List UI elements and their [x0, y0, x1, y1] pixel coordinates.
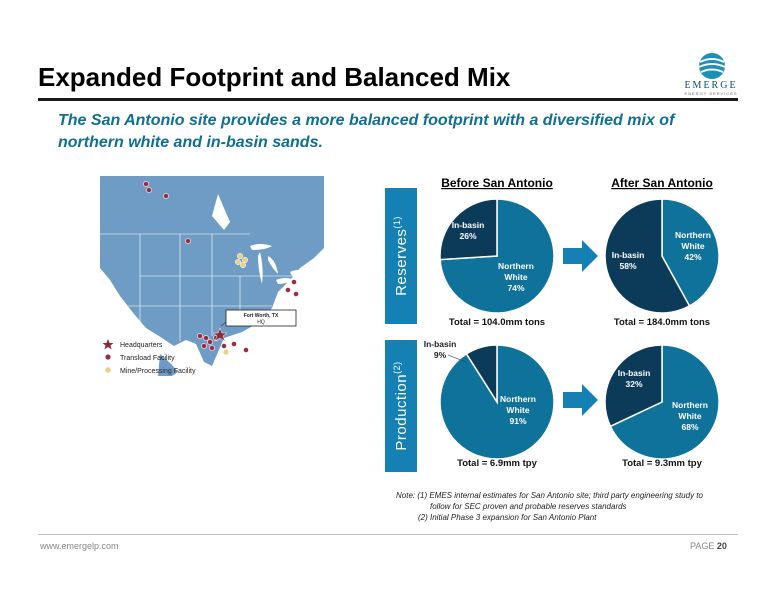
transload-marker — [185, 238, 191, 244]
pie-total: Total = 184.0mm tons — [614, 317, 710, 328]
legend-transload: Transload Facility — [120, 355, 175, 362]
pie-slice-in-basin — [465, 344, 498, 405]
pie-slice-value: 42% — [684, 252, 701, 262]
footnotes: Note: (1) EMES internal estimates for Sa… — [396, 490, 716, 523]
pie-total: Total = 104.0mm tons — [449, 317, 545, 328]
page-title: Expanded Footprint and Balanced Mix — [38, 62, 511, 92]
transload-marker — [203, 335, 209, 341]
globe-icon — [698, 53, 726, 79]
pie-slice-northern-white — [439, 344, 555, 460]
mine-marker — [234, 258, 242, 266]
pie-slice-value: 58% — [619, 261, 636, 271]
mine-markers — [222, 252, 249, 356]
legend-star-icon — [102, 339, 114, 350]
hq-callout-leader — [220, 321, 227, 327]
mine-marker — [239, 261, 247, 269]
transload-marker — [209, 345, 215, 351]
legend-headquarters: Headquarters — [120, 342, 163, 349]
pie-slice-label: White — [506, 405, 529, 415]
transload-marker — [293, 291, 299, 297]
hq-callout-city: Fort Worth, TX — [244, 313, 279, 319]
pie-slice-label: White — [681, 241, 704, 251]
pie-slice-northern-white — [661, 198, 720, 307]
production-arrow — [563, 384, 598, 416]
pie-slice-in-basin — [604, 198, 691, 314]
legend-transload-icon — [105, 354, 111, 360]
transload-marker — [163, 193, 169, 199]
title-divider — [38, 98, 738, 101]
production-label: Production — [393, 373, 410, 451]
transload-marker — [291, 279, 297, 285]
logo-tagline: ENERGY SERVICES — [684, 91, 738, 96]
pie-charts: Before San Antonio After San Antonio Nor… — [424, 176, 720, 469]
note-line-1: Note: (1) EMES internal estimates for Sa… — [396, 491, 703, 500]
pie-total: Total = 9.3mm tpy — [622, 458, 703, 469]
mine-marker — [222, 348, 230, 356]
legend-mine: Mine/Processing Facility — [120, 368, 196, 375]
pie-slice-label: White — [678, 411, 701, 421]
transload-marker — [243, 347, 249, 353]
pie-slice-label: In-basin — [618, 368, 651, 378]
pie-slice-label: Northern — [675, 230, 711, 240]
reserves-label: Reserves — [393, 228, 410, 296]
transload-marker — [143, 181, 149, 187]
note-line-2: follow for SEC proven and probable reser… — [430, 502, 627, 511]
logo-wordmark: EMERGE — [684, 80, 738, 91]
transload-marker — [231, 341, 237, 347]
reserves-arrow — [563, 240, 598, 272]
pie-slice-value: 74% — [507, 283, 524, 293]
transload-marker — [197, 333, 203, 339]
pie-slice-label: In-basin — [452, 220, 485, 230]
transload-marker — [285, 287, 291, 293]
transload-marker — [201, 343, 207, 349]
footer-url[interactable]: www.emergelp.com — [40, 541, 119, 551]
pie-slice-label: Northern — [498, 261, 534, 271]
production-footnote: (2) — [392, 361, 402, 374]
pie-slice-label: White — [504, 272, 527, 282]
transload-marker — [207, 339, 213, 345]
pie-slice-value: 68% — [681, 422, 698, 432]
map-legend: Headquarters Transload Facility Mine/Pro… — [102, 339, 196, 375]
pie-slice-in-basin — [439, 198, 498, 261]
note-line-3: (2) Initial Phase 3 expansion for San An… — [418, 513, 597, 522]
transload-markers — [143, 181, 299, 353]
transload-marker — [146, 187, 152, 193]
page-number-value: 20 — [716, 541, 727, 551]
pie-slice-value: 91% — [509, 416, 526, 426]
legend-mine-icon — [105, 367, 111, 373]
page-subtitle: The San Antonio site provides a more bal… — [58, 112, 675, 151]
pie-slice-value: 26% — [459, 231, 476, 241]
reserves-side-label: Reserves(1) — [385, 188, 417, 324]
pie-total: Total = 6.9mm tpy — [457, 458, 538, 469]
headquarters-star-icon — [212, 327, 228, 342]
pie-label-leader — [447, 354, 467, 363]
reserves-footnote: (1) — [392, 216, 402, 229]
pie-slice-northern-white — [609, 344, 720, 460]
pie-slice-value: 9% — [434, 350, 447, 360]
hq-callout-box — [225, 309, 297, 327]
pie-slice-label: Northern — [500, 394, 536, 404]
page-number: PAGE 20 — [690, 541, 727, 551]
footer-divider — [38, 534, 738, 535]
production-side-label: Production(2) — [385, 340, 417, 472]
transload-marker — [221, 343, 227, 349]
after-column-title: After San Antonio — [611, 176, 713, 190]
pie-slice-in-basin — [604, 344, 663, 428]
before-column-title: Before San Antonio — [441, 176, 553, 190]
pie-slice-value: 32% — [625, 379, 642, 389]
mine-marker — [236, 252, 244, 260]
page-label: PAGE — [690, 541, 715, 551]
pie-slice-label: In-basin — [424, 339, 457, 349]
us-map: Fort Worth, TX HQ Headquarters Transload… — [100, 176, 324, 376]
pie-slice-label: Northern — [672, 400, 708, 410]
hq-callout-hq: HQ — [257, 320, 265, 326]
pie-slice-label: In-basin — [612, 250, 645, 260]
